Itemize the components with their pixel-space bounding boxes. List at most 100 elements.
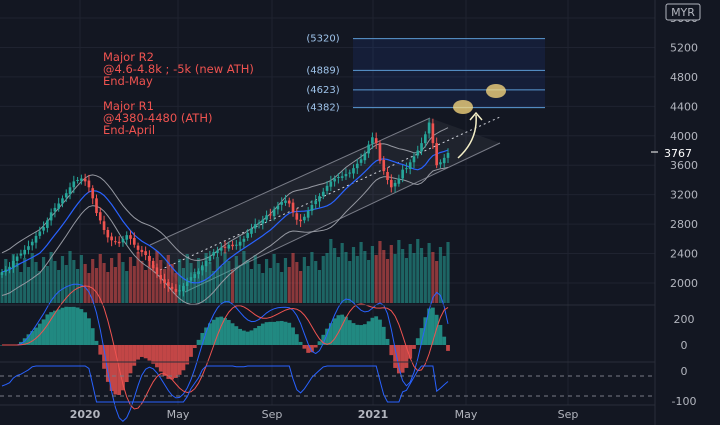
- macd-histogram-bar: [276, 321, 280, 345]
- time-tick-label: 2021: [358, 408, 389, 421]
- annotation-r1-line3: End-April: [103, 123, 155, 137]
- candles: [0, 118, 450, 297]
- projection-arrow: [457, 114, 477, 159]
- candle-body: [420, 143, 423, 152]
- macd-histogram-bar: [355, 324, 360, 345]
- target-level-zone: (5320) (4889) (4623) (4382): [306, 34, 545, 114]
- macd-histogram-bar: [41, 319, 46, 345]
- macd-histogram-bar: [90, 328, 95, 345]
- volume-bar: [0, 273, 4, 303]
- volume-bar: [393, 254, 397, 303]
- price-axis[interactable]: 5600520048004400400036003200280024002000…: [670, 12, 698, 408]
- volume-bar: [121, 262, 125, 303]
- currency-badge[interactable]: MYR: [665, 3, 701, 21]
- macd-tick-label: 0: [681, 339, 688, 352]
- macd-histogram-bar: [196, 339, 201, 345]
- time-axis[interactable]: 2020 May Sep 2021 May Sep: [70, 408, 579, 421]
- volume-bar: [348, 261, 352, 303]
- macd-histogram-bar: [344, 316, 348, 345]
- macd-histogram-bar: [132, 345, 137, 366]
- macd-histogram-bar: [294, 334, 299, 345]
- annotation-r2-line2: @4.6-4.8k ; -5k (new ATH): [103, 62, 254, 76]
- macd-histogram-bar: [128, 345, 133, 374]
- volume-bar: [204, 253, 208, 303]
- macd-histogram-bar: [332, 318, 337, 345]
- level-label: (5320): [306, 34, 339, 45]
- volume-bar: [257, 264, 261, 303]
- candle-body: [12, 260, 15, 268]
- volume-bar: [113, 267, 117, 303]
- candle-body: [91, 188, 95, 199]
- macd-histogram-bar: [442, 336, 447, 345]
- volume-bar: [60, 256, 65, 303]
- volume-bar: [374, 255, 378, 303]
- volume-bar: [200, 267, 204, 303]
- macd-histogram-bar: [234, 326, 239, 345]
- macd-histogram-bar: [30, 331, 35, 345]
- candle-body: [121, 238, 125, 243]
- macd-histogram-bar: [207, 323, 212, 345]
- volume-bar: [404, 258, 409, 303]
- macd-histogram-bar: [257, 325, 261, 345]
- macd-histogram-bar: [287, 322, 292, 345]
- macd-histogram-bar: [306, 345, 311, 353]
- macd-histogram-bar: [245, 331, 250, 345]
- candle-body: [355, 163, 359, 169]
- candle-body: [306, 210, 310, 218]
- macd-histogram-bar: [302, 345, 307, 349]
- macd-histogram-bar: [158, 345, 163, 372]
- time-tick-label: 2020: [70, 408, 101, 421]
- macd-histogram-bar: [211, 319, 216, 345]
- candle-body: [337, 177, 340, 178]
- price-tick-label: 3600: [670, 159, 698, 172]
- macd-histogram-bar: [381, 326, 386, 345]
- macd-histogram-bar: [83, 312, 88, 345]
- candle-body: [386, 171, 389, 180]
- macd-histogram-bar: [204, 327, 208, 345]
- candle-body: [46, 220, 49, 228]
- macd-histogram-bar: [173, 345, 178, 378]
- volume-bar: [227, 261, 231, 303]
- volume-bar: [140, 261, 144, 303]
- macd-histogram-bar: [151, 345, 156, 364]
- macd-histogram-bar: [71, 306, 76, 345]
- macd-histogram-bar: [185, 345, 190, 365]
- macd-histogram-bar: [34, 327, 38, 345]
- volume-bar: [144, 270, 148, 303]
- volume-bar: [23, 258, 27, 303]
- annotation-r2-line3: End-May: [103, 74, 153, 88]
- volume-bar: [106, 272, 110, 303]
- macd-histogram-bar: [396, 345, 401, 374]
- candle-body: [446, 152, 450, 158]
- macd-histogram-bar: [53, 310, 57, 345]
- candle-body: [80, 178, 83, 181]
- volume-bar: [76, 269, 80, 303]
- macd-histogram-bar: [279, 320, 284, 345]
- candle-body: [344, 174, 348, 177]
- volume-bar: [132, 266, 136, 303]
- candle-body: [193, 274, 197, 278]
- candle-body: [325, 185, 329, 191]
- candle-body: [125, 235, 129, 240]
- lower-band: [1, 166, 449, 305]
- macd-signal-line: [2, 285, 449, 410]
- candle-body: [117, 241, 121, 244]
- price-tick-label: 5200: [670, 41, 698, 54]
- candle-body: [87, 180, 91, 188]
- volume-bar: [147, 256, 151, 303]
- volume-bar: [401, 249, 405, 303]
- candle-body: [178, 290, 181, 292]
- macd-histogram-bar: [272, 321, 277, 345]
- macd-histogram-bar: [423, 317, 428, 345]
- candle-body: [76, 179, 79, 181]
- macd-histogram-bar: [412, 345, 416, 349]
- candle-body: [242, 238, 246, 242]
- candle-body: [382, 159, 386, 172]
- candle-body: [295, 213, 299, 220]
- candle-body: [359, 159, 363, 163]
- candle-body: [64, 193, 68, 198]
- volume-bar: [68, 251, 72, 303]
- volume-bar: [79, 255, 83, 303]
- candle-body: [227, 244, 231, 249]
